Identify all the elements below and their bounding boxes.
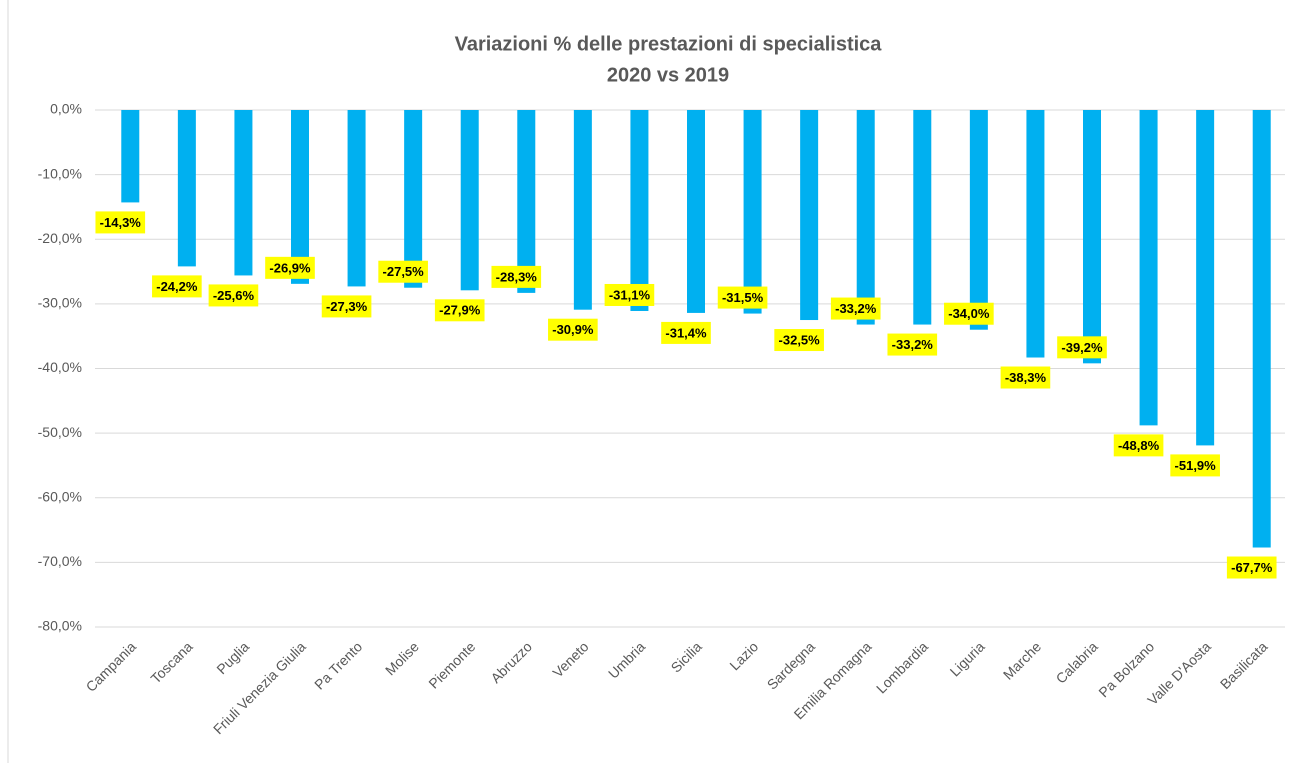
y-tick-label: 0,0% <box>50 101 82 117</box>
value-label-bg <box>1000 366 1051 389</box>
x-tick-label: Piemonte <box>425 638 478 691</box>
value-label-bg <box>661 321 711 344</box>
x-tick-label: Pa Bolzano <box>1095 638 1157 700</box>
x-tick-label: Molise <box>382 638 422 678</box>
value-label-bg <box>208 284 259 307</box>
bar <box>913 110 932 325</box>
chart-title: 2020 vs 2019 <box>607 64 729 86</box>
value-label-bg <box>944 302 994 325</box>
bar <box>1026 110 1045 358</box>
y-tick-label: -40,0% <box>38 359 82 375</box>
bar <box>969 110 988 330</box>
x-tick-label: Marche <box>1000 638 1044 682</box>
value-label-bg <box>717 286 768 309</box>
value-label: -27,5% <box>383 264 425 279</box>
y-tick-label: -60,0% <box>38 488 82 504</box>
value-label-bg <box>1113 434 1164 457</box>
value-label: -28,3% <box>496 269 538 284</box>
x-tick-label: Calabria <box>1053 638 1101 686</box>
bar <box>517 110 536 293</box>
bar <box>121 110 140 203</box>
bar <box>573 110 592 310</box>
bar <box>1252 110 1271 548</box>
y-tick-label: -20,0% <box>38 230 82 246</box>
value-label: -26,9% <box>269 260 311 275</box>
value-label: -33,2% <box>835 301 877 316</box>
bar <box>291 110 309 284</box>
value-label-bg <box>95 211 146 234</box>
x-tick-label: Campania <box>83 638 140 695</box>
value-label: -30,9% <box>552 322 594 337</box>
bar <box>1196 110 1215 446</box>
value-label-bg <box>152 275 202 298</box>
bar <box>630 110 649 311</box>
bar <box>800 110 819 321</box>
value-label: -27,3% <box>326 299 368 314</box>
bar <box>177 110 196 267</box>
x-tick-label: Lazio <box>726 638 761 673</box>
value-label: -51,9% <box>1175 458 1217 473</box>
value-label: -31,1% <box>609 287 651 302</box>
value-label: -67,7% <box>1231 560 1273 575</box>
value-label-bg <box>491 265 542 288</box>
bar <box>347 110 366 287</box>
x-tick-label: Umbria <box>605 638 648 681</box>
x-tick-label: Pa Trento <box>311 638 365 692</box>
y-tick-label: -10,0% <box>38 165 82 181</box>
value-label: -27,9% <box>439 303 481 318</box>
x-tick-label: Lombardia <box>873 638 931 696</box>
value-label-bg <box>1057 336 1107 359</box>
bar <box>234 110 253 276</box>
value-label-bg <box>265 256 315 279</box>
x-tick-label: Abruzzo <box>487 638 535 686</box>
x-tick-label: Toscana <box>147 638 195 686</box>
value-label-bg <box>830 297 881 320</box>
value-label: -24,2% <box>156 279 198 294</box>
bar <box>1139 110 1158 426</box>
x-tick-label: Veneto <box>549 638 591 680</box>
value-label-bg <box>321 295 372 318</box>
value-label-bg <box>1170 454 1220 477</box>
bar <box>1083 110 1101 364</box>
bar <box>404 110 423 288</box>
bar <box>743 110 762 314</box>
y-tick-label: -70,0% <box>38 553 82 569</box>
bar <box>687 110 705 313</box>
x-tick-label: Puglia <box>213 638 252 677</box>
x-tick-label: Liguria <box>947 638 988 679</box>
value-label: -38,3% <box>1005 370 1047 385</box>
value-label-bg <box>378 260 428 283</box>
x-tick-label: Sardegna <box>764 638 818 692</box>
y-tick-label: -30,0% <box>38 295 82 311</box>
x-tick-label: Basilicata <box>1217 638 1271 692</box>
value-label: -14,3% <box>100 215 142 230</box>
value-label-bg <box>434 299 485 322</box>
value-label-bg <box>1226 556 1277 579</box>
value-label-bg <box>887 333 938 356</box>
value-label: -31,4% <box>665 325 707 340</box>
value-label-bg <box>548 318 598 341</box>
value-label: -39,2% <box>1061 340 1103 355</box>
value-label: -31,5% <box>722 290 764 305</box>
value-label-bg <box>604 283 655 306</box>
value-label: -33,2% <box>892 337 934 352</box>
y-tick-label: -50,0% <box>38 424 82 440</box>
value-label: -25,6% <box>213 288 255 303</box>
bar <box>460 110 479 291</box>
value-label: -32,5% <box>779 332 821 347</box>
y-tick-label: -80,0% <box>38 618 82 634</box>
value-label: -34,0% <box>948 306 990 321</box>
x-tick-label: Sicilia <box>668 638 705 675</box>
value-label-bg <box>774 329 824 352</box>
chart-title: Variazioni % delle prestazioni di specia… <box>455 33 883 55</box>
value-label: -48,8% <box>1118 438 1160 453</box>
bar <box>856 110 875 325</box>
